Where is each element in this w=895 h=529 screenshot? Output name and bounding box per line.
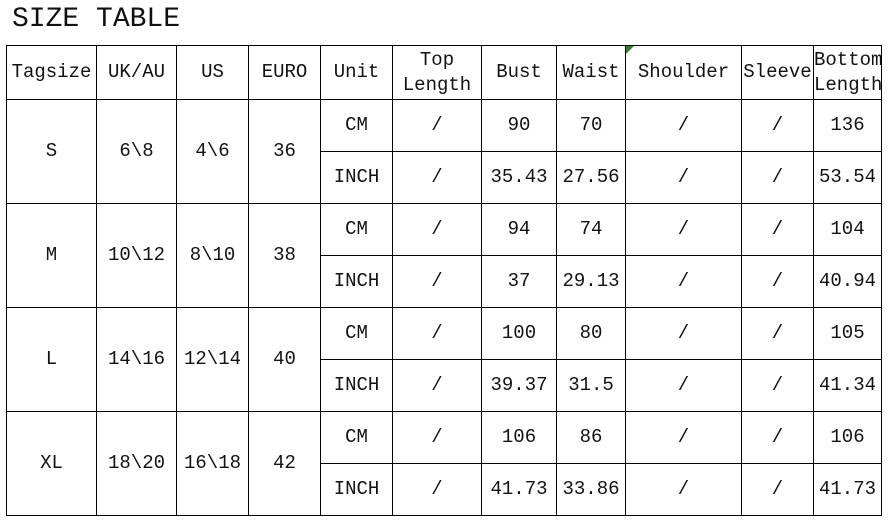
cell-sleeve: / <box>741 411 814 464</box>
cell-bust: 90 <box>481 99 557 152</box>
cell-us: 8\10 <box>176 203 249 308</box>
cell-euro: 42 <box>248 411 321 516</box>
cell-unit: CM <box>320 411 393 464</box>
cell-unit: INCH <box>320 255 393 308</box>
cell-unit: INCH <box>320 359 393 412</box>
cell-bust: 41.73 <box>481 463 557 516</box>
cell-euro: 38 <box>248 203 321 308</box>
cell-shoulder: / <box>625 203 742 256</box>
header-bottom-length: Bottom Length <box>813 45 882 100</box>
cell-shoulder: / <box>625 359 742 412</box>
table-row-xl-inch: INCH / 41.73 33.86 / / 41.73 <box>7 463 882 516</box>
cell-bottom-length: 41.73 <box>813 463 882 516</box>
cell-unit: INCH <box>320 463 393 516</box>
cell-top-length: / <box>392 359 482 412</box>
header-us: US <box>176 45 249 100</box>
cell-shoulder: / <box>625 411 742 464</box>
header-waist: Waist <box>556 45 626 100</box>
cell-bust: 37 <box>481 255 557 308</box>
header-shoulder-label: Shoulder <box>637 61 730 84</box>
cell-sleeve: / <box>741 307 814 360</box>
cell-tagsize: M <box>6 203 97 308</box>
cell-waist: 80 <box>556 307 626 360</box>
cell-waist: 74 <box>556 203 626 256</box>
cell-bottom-length: 136 <box>813 99 882 152</box>
header-top-length: Top Length <box>392 45 482 100</box>
cell-top-length: / <box>392 151 482 204</box>
cell-waist: 70 <box>556 99 626 152</box>
cell-sleeve: / <box>741 359 814 412</box>
cell-waist: 31.5 <box>556 359 626 412</box>
cell-tagsize: XL <box>6 411 97 516</box>
cell-waist: 86 <box>556 411 626 464</box>
cell-uk-au: 10\12 <box>96 203 177 308</box>
cell-shoulder: / <box>625 255 742 308</box>
cell-euro: 36 <box>248 99 321 204</box>
table-row-xl-cm: XL 18\20 16\18 42 CM / 106 86 / / 106 <box>6 411 882 516</box>
cell-sleeve: / <box>741 151 814 204</box>
cell-sleeve: / <box>741 463 814 516</box>
header-shoulder: Shoulder <box>625 45 742 100</box>
cell-unit: CM <box>320 203 393 256</box>
cell-waist: 29.13 <box>556 255 626 308</box>
cell-euro: 40 <box>248 307 321 412</box>
cell-top-length: / <box>392 463 482 516</box>
header-unit: Unit <box>320 45 393 100</box>
cell-tagsize: S <box>6 99 97 204</box>
table-row-s-cm: S 6\8 4\6 36 CM / 90 70 / / 136 <box>6 99 882 204</box>
cell-bottom-length: 106 <box>813 411 882 464</box>
cell-shoulder: / <box>625 99 742 152</box>
cell-us: 12\14 <box>176 307 249 412</box>
cell-bottom-length: 41.34 <box>813 359 882 412</box>
cell-shoulder: / <box>625 463 742 516</box>
cell-sleeve: / <box>741 255 814 308</box>
cell-us: 4\6 <box>176 99 249 204</box>
cell-bust: 39.37 <box>481 359 557 412</box>
cell-uk-au: 14\16 <box>96 307 177 412</box>
size-table: Tagsize UK/AU US EURO Unit Top Length Bu… <box>6 45 882 516</box>
cell-bust: 94 <box>481 203 557 256</box>
cell-uk-au: 18\20 <box>96 411 177 516</box>
cell-bust: 35.43 <box>481 151 557 204</box>
cell-waist: 33.86 <box>556 463 626 516</box>
header-euro: EURO <box>248 45 321 100</box>
cell-bottom-length: 105 <box>813 307 882 360</box>
cell-unit: INCH <box>320 151 393 204</box>
cell-bust: 100 <box>481 307 557 360</box>
cell-unit: CM <box>320 99 393 152</box>
cell-bottom-length: 53.54 <box>813 151 882 204</box>
table-header-row: Tagsize UK/AU US EURO Unit Top Length Bu… <box>6 45 882 100</box>
cell-top-length: / <box>392 411 482 464</box>
cell-uk-au: 6\8 <box>96 99 177 204</box>
header-tagsize: Tagsize <box>6 45 97 100</box>
cell-corner-marker-icon <box>626 46 634 54</box>
table-row-l-cm: L 14\16 12\14 40 CM / 100 80 / / 105 <box>6 307 882 412</box>
cell-top-length: / <box>392 255 482 308</box>
cell-top-length: / <box>392 307 482 360</box>
header-sleeve: Sleeve <box>741 45 814 100</box>
table-row-s-inch: INCH / 35.43 27.56 / / 53.54 <box>7 151 882 204</box>
table-row-l-inch: INCH / 39.37 31.5 / / 41.34 <box>7 359 882 412</box>
header-uk-au: UK/AU <box>96 45 177 100</box>
cell-sleeve: / <box>741 99 814 152</box>
cell-bust: 106 <box>481 411 557 464</box>
cell-unit: CM <box>320 307 393 360</box>
cell-us: 16\18 <box>176 411 249 516</box>
cell-waist: 27.56 <box>556 151 626 204</box>
cell-shoulder: / <box>625 307 742 360</box>
cell-shoulder: / <box>625 151 742 204</box>
cell-tagsize: L <box>6 307 97 412</box>
cell-top-length: / <box>392 99 482 152</box>
cell-bottom-length: 40.94 <box>813 255 882 308</box>
cell-bottom-length: 104 <box>813 203 882 256</box>
cell-top-length: / <box>392 203 482 256</box>
table-row-m-cm: M 10\12 8\10 38 CM / 94 74 / / 104 <box>6 203 882 308</box>
cell-sleeve: / <box>741 203 814 256</box>
header-bust: Bust <box>481 45 557 100</box>
page-title: SIZE TABLE <box>12 4 181 35</box>
